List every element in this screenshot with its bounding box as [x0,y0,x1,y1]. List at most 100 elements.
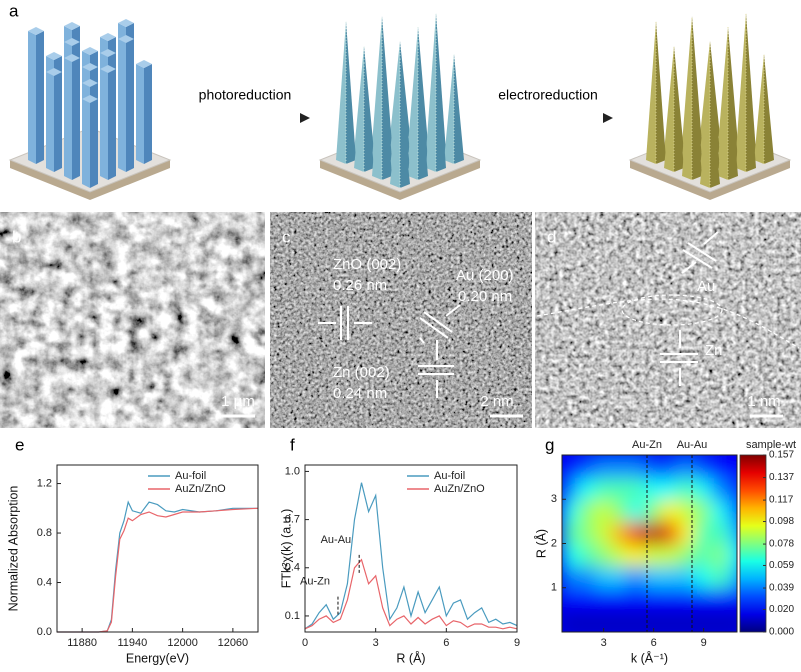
heatmap-cell [661,455,680,479]
heatmap [562,455,737,632]
nanocone [436,29,446,172]
x-tick-label: 12060 [218,637,249,649]
heatmap-cell [611,520,630,545]
lattice-spacing: 0.26 nm [333,277,387,294]
lattice-spacing: 0.24 nm [333,385,387,402]
colorbar-tick-label: 0.117 [769,495,794,506]
y-tick-label: 1 [551,582,557,594]
heatmap-cell [577,608,597,632]
nanorod [72,58,80,180]
x-tick-label: 11940 [117,637,147,649]
nanocone [408,59,418,180]
heatmap-cell [677,455,697,479]
nanorod-top [100,33,116,41]
x-tick-label: 12000 [167,637,198,649]
colorbar-tick-label: 0.137 [769,472,794,483]
legend-label: AuZn/ZnO [434,483,485,495]
nanorod-top [100,49,116,57]
heatmap-cell [694,542,713,567]
heatmap-cell [694,608,713,632]
tem-image [270,212,532,428]
nanocone [372,48,382,180]
nanocone [754,54,764,164]
nanocone [746,29,756,172]
nanocone [382,48,392,180]
scale-label: 2 nm [480,393,513,410]
heatmap-cell [594,455,613,479]
nanorod [136,64,144,164]
nanorod [108,69,116,180]
heatmap-cell [627,520,647,545]
heatmap-cell [627,455,647,479]
y-tick-label: 0.7 [285,514,300,526]
heatmap-cell [661,564,680,589]
heatmap-cell [694,455,713,479]
heatmap-cell [711,476,730,501]
nanorod-top [82,47,98,55]
data-line [57,507,259,633]
heatmap-cell [594,586,613,611]
lattice-markers [318,304,461,398]
heatmap-cell [594,520,613,545]
lattice-label: Zn (002) [333,364,390,381]
heatmap-cell [627,498,647,523]
heatmap-cell [577,586,597,611]
x-tick-label: 9 [701,637,707,649]
heatmap-cell [661,520,680,545]
heatmap-cell [727,542,737,567]
nanocone [454,54,464,164]
heatmap-cell [562,586,580,611]
heatmap-cell [577,520,597,545]
tem-image [535,212,801,428]
nanocone [700,89,710,188]
x-tick-label: 3 [601,637,607,649]
heatmap-cell [577,476,597,501]
lattice-label: Au (200) [456,267,514,284]
heatmap-cell [627,542,647,567]
nanorod-top [64,54,80,62]
heatmap-cell [711,564,730,589]
nanorod [64,58,72,180]
heatmap-cell [594,476,613,501]
heatmap-cell [661,542,680,567]
x-tick-label: 9 [514,637,520,649]
annotation: Au-Au [677,439,708,451]
nanorod-top [136,60,152,68]
colorbar-tick-label: 0.020 [769,604,794,615]
colorbar-tick-label: 0.000 [769,627,794,638]
heatmap-cell [727,455,737,479]
x-axis-label: k (Å⁻¹) [631,650,668,665]
y-tick-label: 0.1 [285,610,300,622]
nanorod [28,31,36,164]
panel-label: f [290,435,295,454]
sem-image [0,212,265,428]
y-tick-label: 3 [551,493,557,505]
heatmap-cell [711,542,730,567]
data-line [304,482,518,630]
data-line [57,500,258,633]
nanocone [674,62,684,172]
nanorod [144,64,152,164]
colorbar [739,454,767,633]
heatmap-cell [727,608,737,632]
nanocone [692,48,702,180]
lattice-markers [660,231,719,386]
heatmap-cell [611,586,630,611]
heatmap-cell [661,476,680,501]
annotation: Au-Zn [632,439,662,451]
heatmap-cell [594,498,613,523]
nanorod-top [100,65,116,73]
y-tick-label: 1.2 [37,477,52,489]
heatmap-cell [694,498,713,523]
nanocone [390,89,400,188]
scale-label: 1 nm [747,393,780,410]
heatmap-cell [727,476,737,501]
heatmap-cell [644,498,663,523]
heatmap-cell [611,476,630,501]
x-tick-label: 6 [651,637,657,649]
nanorod [54,72,62,172]
x-tick-label: 6 [443,637,449,649]
heatmap-cell [661,608,680,632]
annotation: Au-Au [321,534,352,546]
annotation: Au-Zn [300,576,330,588]
